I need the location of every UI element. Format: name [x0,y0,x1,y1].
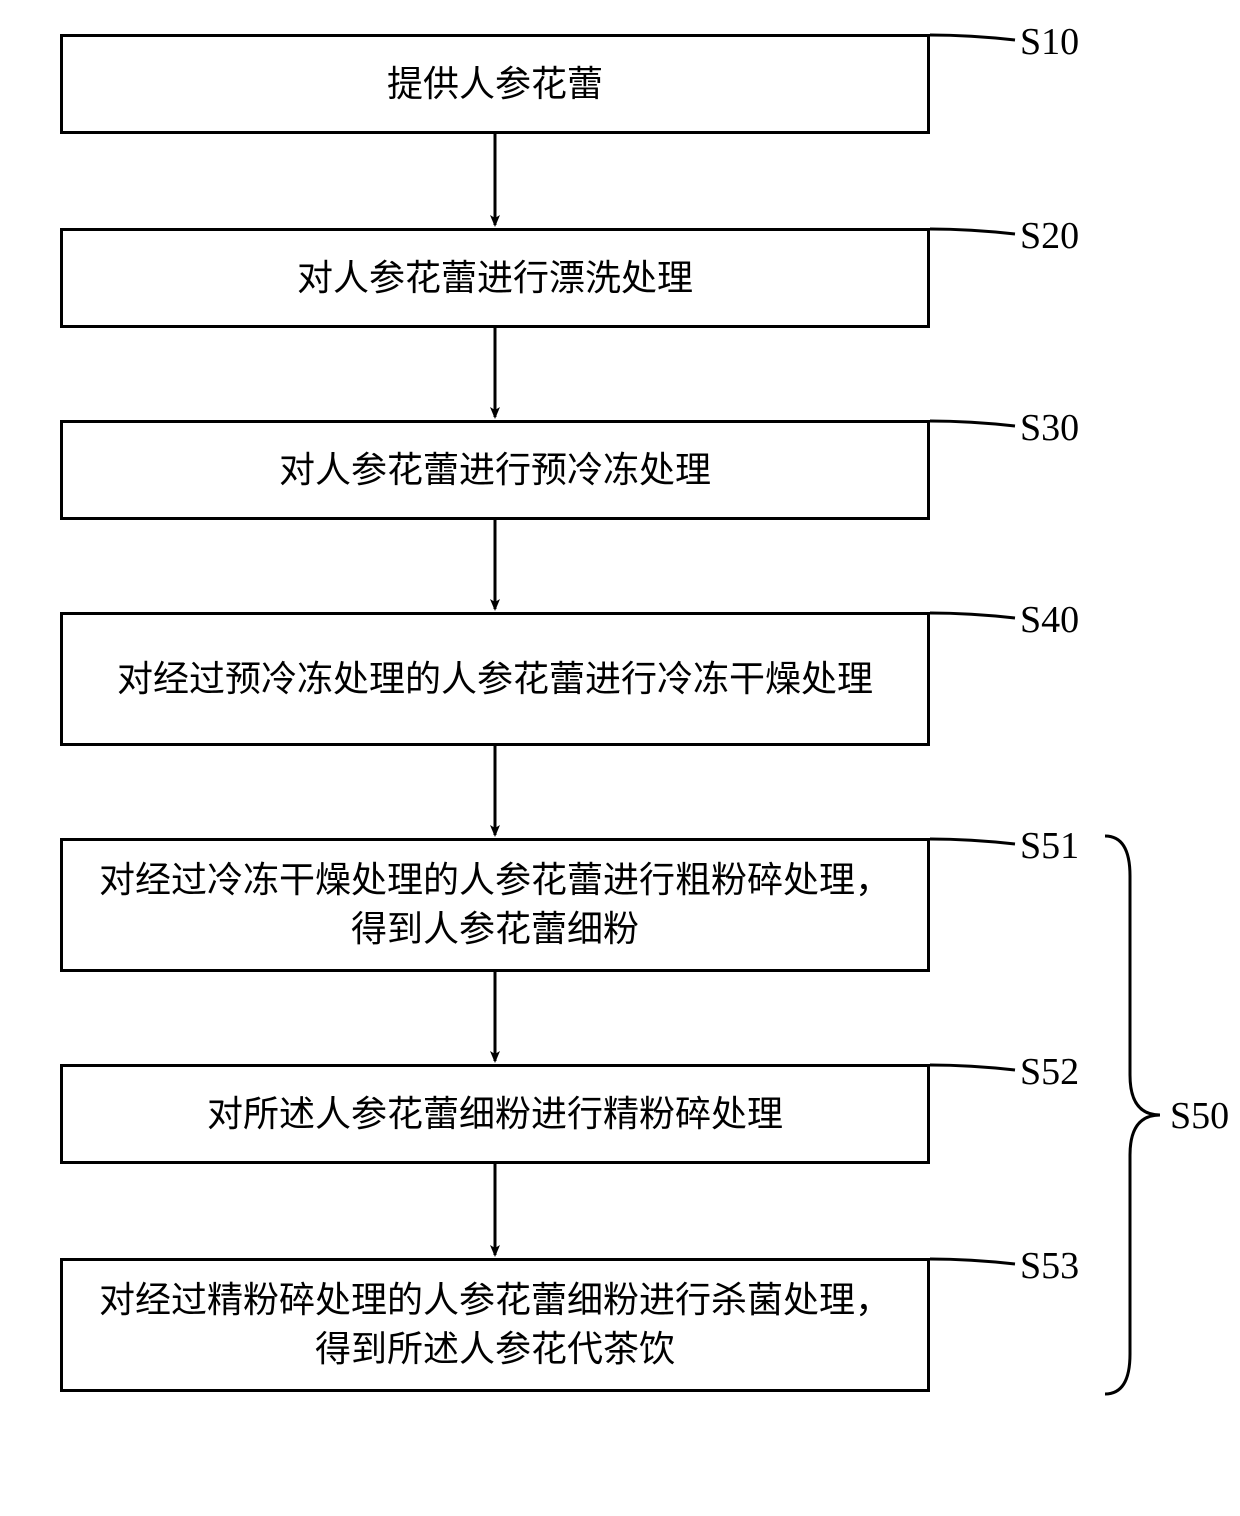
leader-curve [930,229,1015,234]
leader-curve [930,35,1015,40]
step-text: 对经过精粉碎处理的人参花蕾细粉进行杀菌处理，得到所述人参花代茶饮 [83,1276,907,1373]
leader-curve [930,1259,1015,1264]
step-box-s51: 对经过冷冻干燥处理的人参花蕾进行粗粉碎处理，得到人参花蕾细粉 [60,838,930,972]
step-text: 对人参花蕾进行漂洗处理 [297,254,693,303]
step-box-s53: 对经过精粉碎处理的人参花蕾细粉进行杀菌处理，得到所述人参花代茶饮 [60,1258,930,1392]
flowchart-canvas: 提供人参花蕾 S10 对人参花蕾进行漂洗处理 S20 对人参花蕾进行预冷冻处理 … [0,0,1240,1516]
leader-curves [930,35,1015,1264]
leader-curve [930,421,1015,426]
step-box-s10: 提供人参花蕾 [60,34,930,134]
step-box-s40: 对经过预冷冻处理的人参花蕾进行冷冻干燥处理 [60,612,930,746]
step-text: 对人参花蕾进行预冷冻处理 [279,446,711,495]
step-box-s52: 对所述人参花蕾细粉进行精粉碎处理 [60,1064,930,1164]
step-label-s20: S20 [1020,214,1079,258]
leader-curve [930,1065,1015,1070]
group-brace-s50 [1105,836,1160,1394]
step-label-s51: S51 [1020,824,1079,868]
step-box-s20: 对人参花蕾进行漂洗处理 [60,228,930,328]
step-box-s30: 对人参花蕾进行预冷冻处理 [60,420,930,520]
step-text: 对经过预冷冻处理的人参花蕾进行冷冻干燥处理 [117,655,873,704]
step-label-s10: S10 [1020,20,1079,64]
step-label-s40: S40 [1020,598,1079,642]
step-label-s30: S30 [1020,406,1079,450]
step-label-s52: S52 [1020,1050,1079,1094]
group-label-s50: S50 [1170,1094,1229,1138]
step-label-s53: S53 [1020,1244,1079,1288]
leader-curve [930,613,1015,618]
step-text: 对所述人参花蕾细粉进行精粉碎处理 [207,1090,783,1139]
step-text: 对经过冷冻干燥处理的人参花蕾进行粗粉碎处理，得到人参花蕾细粉 [83,856,907,953]
step-text: 提供人参花蕾 [387,60,603,109]
leader-curve [930,839,1015,844]
